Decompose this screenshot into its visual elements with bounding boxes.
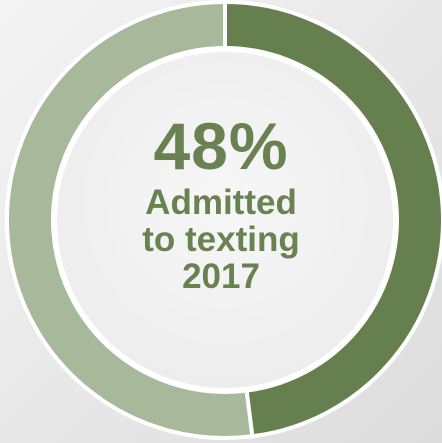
donut-hole [53,48,397,392]
center-label: 48% Admitted to texting 2017 [71,108,371,295]
caption-line-2: to texting [142,220,300,259]
caption-line-1: Admitted [145,183,297,222]
percent-value: 48% [153,109,289,183]
caption-line-3: 2017 [182,257,260,296]
donut-slice-1 [223,0,442,439]
